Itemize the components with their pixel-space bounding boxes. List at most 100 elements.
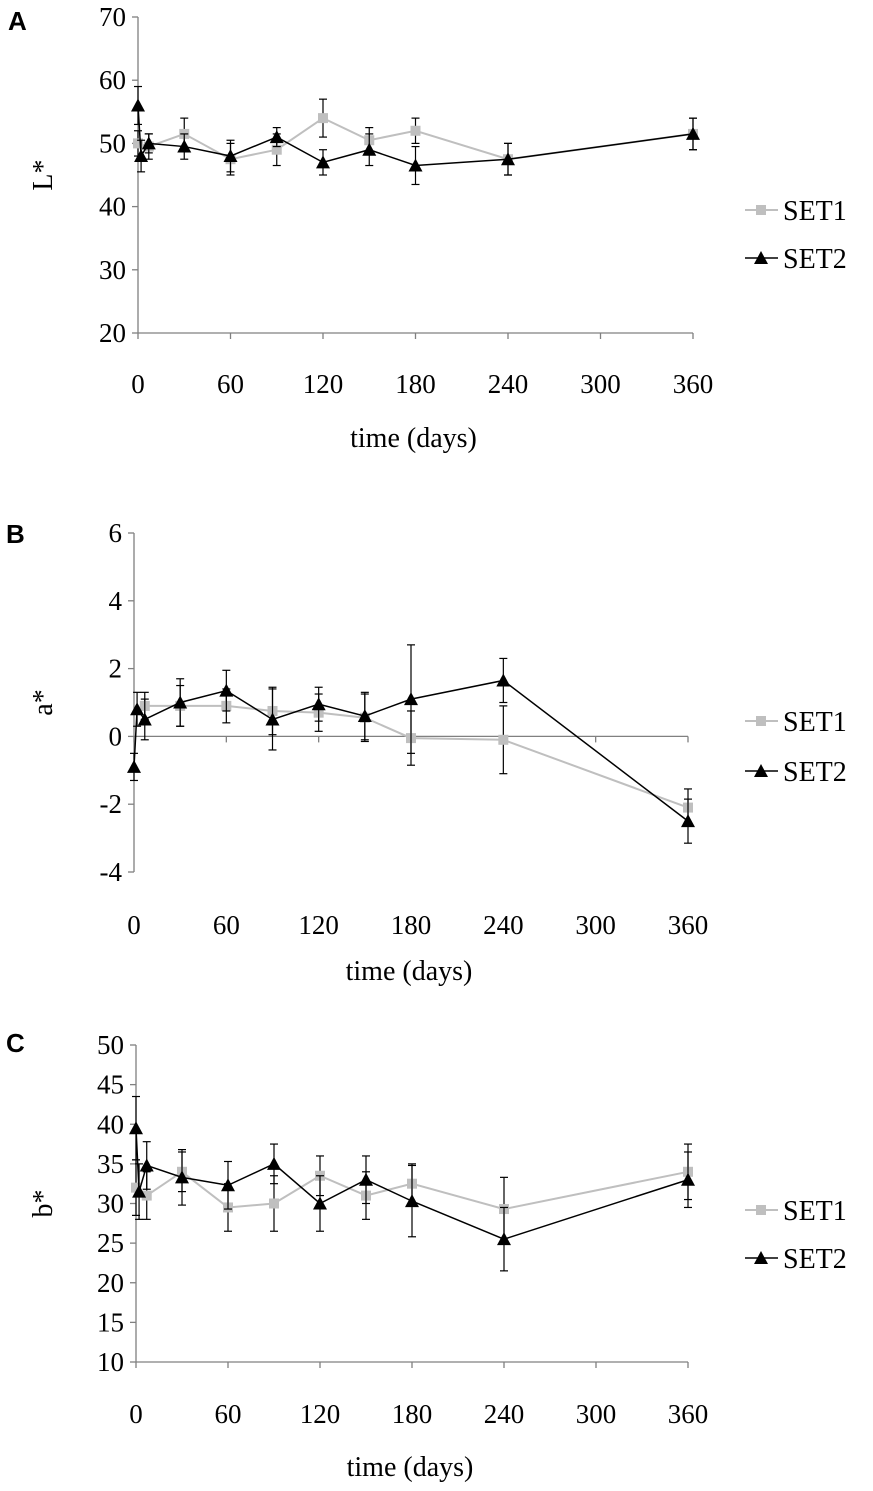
- y-tick-label: 20: [99, 318, 126, 348]
- legend-label: SET2: [783, 244, 847, 275]
- data-point: [141, 136, 156, 150]
- data-point: [141, 1190, 152, 1201]
- x-tick-label: 300: [575, 910, 616, 940]
- x-tick-label: 0: [127, 910, 141, 940]
- panel-c: C 10 15 20 25 30 35 40 45 50 0 60 120 180 240 300 360 tim…: [6, 1028, 847, 1483]
- y-tick-label: 2: [109, 654, 123, 684]
- data-point: [137, 712, 152, 726]
- data-point: [410, 125, 421, 136]
- data-point: [133, 138, 143, 149]
- data-point: [269, 130, 284, 144]
- legend-marker: [756, 205, 766, 215]
- legend-entry-set1: SET1: [745, 707, 847, 738]
- data-point: [221, 1178, 235, 1192]
- y-tick-label: 50: [99, 128, 126, 158]
- data-point: [404, 692, 418, 706]
- data-point: [501, 152, 515, 166]
- data-point: [129, 1121, 143, 1135]
- y-tick-label: 6: [109, 518, 123, 548]
- data-point: [498, 734, 509, 745]
- series-line: [135, 1170, 689, 1211]
- data-point: [271, 144, 282, 155]
- data-point: [134, 149, 149, 163]
- data-point: [173, 695, 188, 709]
- x-tick-label: 120: [300, 1399, 341, 1429]
- data-point: [318, 113, 328, 124]
- legend-label: SET1: [783, 1196, 847, 1227]
- x-tick-label: 240: [483, 910, 524, 940]
- data-point: [357, 709, 372, 723]
- x-tick-label: 0: [131, 369, 145, 399]
- data-point: [269, 1198, 279, 1209]
- y-axis-title: a*: [28, 689, 59, 715]
- x-tick-label: 360: [668, 910, 709, 940]
- data-point: [359, 1172, 373, 1186]
- x-tick-label: 60: [217, 369, 244, 399]
- x-tick-label: 180: [391, 910, 432, 940]
- legend-marker: [754, 251, 768, 264]
- legend-label: SET2: [783, 1244, 847, 1275]
- legend-entry-set2: SET2: [745, 1244, 847, 1275]
- legend-marker: [754, 764, 768, 777]
- y-tick-label: 4: [109, 586, 123, 616]
- data-point: [408, 158, 423, 172]
- x-axis-title: time (days): [347, 1452, 474, 1483]
- y-tick-label: 40: [99, 192, 126, 222]
- y-tick-label: 0: [109, 721, 123, 751]
- series-set2: [127, 644, 695, 844]
- y-tick-label: 10: [97, 1347, 124, 1377]
- y-tick-label: -4: [100, 857, 123, 887]
- data-point: [131, 98, 145, 112]
- y-tick-label: 60: [99, 65, 126, 95]
- series-set1: [139, 684, 693, 827]
- x-axis-title: time (days): [350, 423, 477, 454]
- x-tick-label: 120: [303, 369, 344, 399]
- x-tick-label: 300: [580, 369, 621, 399]
- y-axis-title: b*: [28, 1190, 59, 1218]
- data-point: [132, 1184, 147, 1198]
- y-tick-label: 40: [97, 1109, 124, 1139]
- series-set2: [129, 1095, 695, 1272]
- y-tick-label: 20: [97, 1268, 124, 1298]
- legend-entry-set2: SET2: [745, 244, 847, 275]
- data-point: [681, 814, 695, 828]
- data-point: [362, 142, 377, 156]
- data-point: [131, 1182, 141, 1193]
- x-tick-label: 180: [392, 1399, 433, 1429]
- y-tick-label: 50: [97, 1030, 124, 1060]
- data-point: [497, 1232, 511, 1246]
- y-tick-label: -2: [100, 789, 123, 819]
- x-tick-label: 60: [213, 910, 240, 940]
- x-tick-label: 120: [298, 910, 339, 940]
- y-tick-label: 70: [99, 2, 126, 32]
- x-tick-label: 60: [215, 1399, 242, 1429]
- data-point: [681, 1172, 695, 1186]
- data-point: [316, 155, 330, 169]
- y-tick-label: 30: [99, 255, 126, 285]
- y-tick-label: 15: [97, 1307, 124, 1337]
- data-point: [175, 1170, 189, 1184]
- legend-entry-set1: SET1: [745, 196, 847, 227]
- data-point: [311, 697, 326, 711]
- data-point: [219, 683, 234, 697]
- data-point: [127, 759, 141, 773]
- legend-marker: [756, 1205, 766, 1215]
- data-point: [177, 139, 192, 153]
- legend-entry-set2: SET2: [745, 757, 847, 788]
- x-axis-title: time (days): [346, 956, 473, 987]
- data-point: [313, 1196, 327, 1210]
- x-tick-label: 240: [484, 1399, 525, 1429]
- panel-letter: A: [8, 6, 27, 36]
- x-tick-label: 300: [576, 1399, 617, 1429]
- x-tick-label: 0: [129, 1399, 143, 1429]
- x-tick-label: 360: [673, 369, 714, 399]
- panel-letter: C: [6, 1028, 25, 1058]
- legend-entry-set1: SET1: [745, 1196, 847, 1227]
- data-point: [130, 702, 145, 716]
- series-line: [137, 116, 694, 161]
- data-point: [496, 673, 511, 687]
- y-tick-label: 25: [97, 1228, 124, 1258]
- legend-label: SET1: [783, 196, 847, 227]
